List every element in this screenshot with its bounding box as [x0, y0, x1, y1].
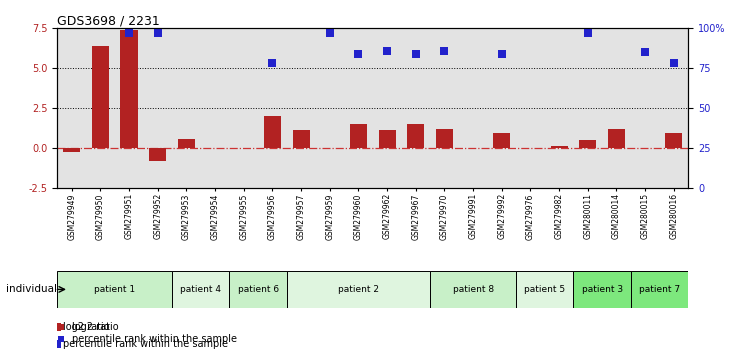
Bar [493, 133, 510, 148]
Bar [545, 28, 573, 188]
Text: log2 ratio: log2 ratio [63, 322, 110, 332]
Text: percentile rank within the sample: percentile rank within the sample [72, 334, 237, 344]
Bar [608, 129, 625, 148]
Point [668, 61, 680, 66]
Bar [57, 271, 172, 308]
Point [152, 30, 163, 36]
Text: patient 1: patient 1 [94, 285, 135, 294]
Point [410, 51, 422, 57]
Bar [178, 139, 195, 148]
Bar [172, 271, 230, 308]
Bar [579, 140, 596, 148]
Bar [436, 129, 453, 148]
Bar [659, 28, 688, 188]
Point [55, 336, 67, 342]
Point [496, 51, 508, 57]
Text: patient 3: patient 3 [581, 285, 623, 294]
Bar [172, 28, 201, 188]
Bar [372, 28, 401, 188]
Point [324, 30, 336, 36]
Bar [551, 146, 567, 148]
Text: GDS3698 / 2231: GDS3698 / 2231 [57, 14, 160, 27]
Bar [258, 28, 287, 188]
Bar [144, 28, 172, 188]
Point [55, 324, 67, 329]
Bar [430, 271, 516, 308]
Bar [430, 28, 459, 188]
Bar [665, 133, 682, 148]
Bar [573, 271, 631, 308]
Bar [287, 28, 316, 188]
Text: patient 7: patient 7 [639, 285, 680, 294]
Bar [115, 28, 144, 188]
Point [640, 50, 651, 55]
Bar [378, 130, 396, 148]
Bar [121, 30, 138, 148]
Bar [516, 28, 545, 188]
Bar [230, 271, 287, 308]
Bar [573, 28, 602, 188]
Bar [407, 124, 425, 148]
Bar [602, 28, 631, 188]
Point [582, 30, 594, 36]
Text: log2 ratio: log2 ratio [72, 321, 118, 332]
Bar [63, 148, 80, 152]
Text: patient 5: patient 5 [524, 285, 565, 294]
Bar [516, 271, 573, 308]
Bar [487, 28, 516, 188]
Point [353, 51, 364, 57]
Bar [350, 124, 367, 148]
Bar [631, 271, 688, 308]
Bar [57, 28, 86, 188]
Point [266, 61, 278, 66]
Point [381, 48, 393, 53]
Bar [230, 28, 258, 188]
Bar [631, 28, 659, 188]
Text: individual: individual [7, 284, 57, 295]
Point [52, 324, 63, 330]
Point [123, 30, 135, 36]
Bar [263, 116, 281, 148]
Text: patient 6: patient 6 [238, 285, 279, 294]
Bar [344, 28, 372, 188]
Text: patient 4: patient 4 [180, 285, 222, 294]
Bar [316, 28, 344, 188]
Bar [86, 28, 115, 188]
Point [439, 48, 450, 53]
Text: percentile rank within the sample: percentile rank within the sample [63, 339, 228, 349]
Bar [292, 130, 310, 148]
Text: patient 8: patient 8 [453, 285, 494, 294]
Bar [92, 46, 109, 148]
Text: patient 2: patient 2 [338, 285, 379, 294]
Bar [401, 28, 430, 188]
Point [52, 341, 63, 347]
Bar [459, 28, 487, 188]
Bar [201, 28, 230, 188]
Bar [149, 148, 166, 161]
Bar [287, 271, 430, 308]
